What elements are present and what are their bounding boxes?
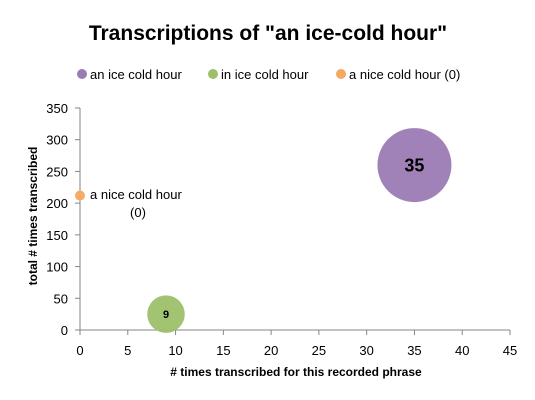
bubble-label-0-0: 35: [404, 156, 424, 176]
bubble-2-0: [75, 190, 85, 201]
x-tick-label: 35: [407, 343, 421, 358]
x-tick-label: 40: [455, 343, 469, 358]
y-axis-label: total # times transcribed: [26, 147, 40, 286]
y-tick-label: 100: [46, 260, 68, 275]
x-tick-label: 20: [264, 343, 278, 358]
x-tick-label: 5: [124, 343, 131, 358]
legend-marker-an-ice-cold-hour: [77, 69, 87, 79]
legend-label-an-ice-cold-hour: an ice cold hour: [90, 67, 182, 82]
annotation-text-line2: (0): [130, 205, 146, 220]
y-tick-label: 150: [46, 228, 68, 243]
axes: 0 5 10 15 20 25 30 35 40 45 0 50 100 150 200 250 300 350: [46, 101, 517, 358]
chart-title: Transcriptions of "an ice-cold hour": [89, 22, 447, 45]
bubbles: 35 9: [75, 128, 452, 333]
bubble-label-1-0: 9: [163, 309, 169, 321]
legend-label-a-nice-cold-hour: a nice cold hour (0): [349, 67, 460, 82]
legend-label-in-ice-cold-hour: in ice cold hour: [221, 67, 309, 82]
x-axis-label: # times transcribed for this recorded ph…: [170, 365, 422, 379]
y-tick-label: 300: [46, 133, 68, 148]
x-tick-label: 45: [503, 343, 517, 358]
x-tick-label: 15: [216, 343, 230, 358]
x-tick-label: 0: [76, 343, 83, 358]
y-tick-label: 200: [46, 196, 68, 211]
legend-marker-a-nice-cold-hour: [336, 69, 346, 79]
x-tick-label: 25: [312, 343, 326, 358]
y-tick-label: 250: [46, 164, 68, 179]
annotation-text-line1: a nice cold hour: [90, 187, 182, 202]
annotation: a nice cold hour (0): [90, 187, 182, 220]
legend: an ice cold hour in ice cold hour a nice…: [77, 67, 460, 82]
legend-marker-in-ice-cold-hour: [208, 69, 218, 79]
bubble-1-0: [147, 295, 185, 333]
y-tick-label: 350: [46, 101, 68, 116]
x-tick-label: 10: [168, 343, 182, 358]
y-tick-label: 50: [54, 291, 68, 306]
bubble-0-0: [377, 128, 452, 203]
y-tick-label: 0: [61, 323, 68, 338]
x-tick-label: 30: [359, 343, 373, 358]
